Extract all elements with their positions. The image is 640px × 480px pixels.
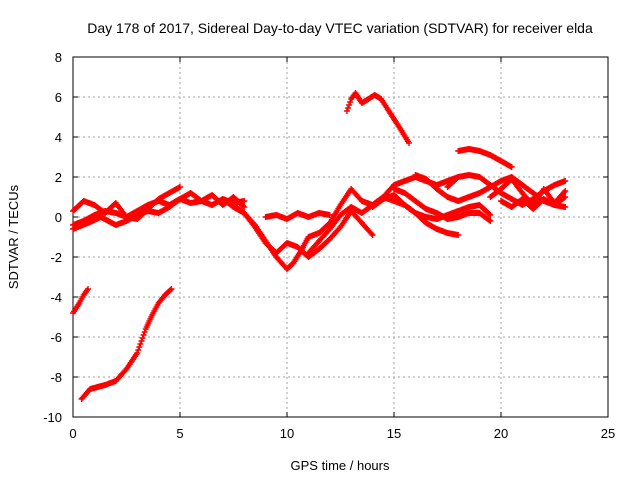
- y-tick-label: -2: [50, 250, 62, 265]
- data-point: [134, 350, 141, 356]
- y-tick-label: 4: [55, 130, 62, 145]
- plot-frame: [72, 56, 609, 418]
- series-arc-2: [78, 286, 175, 402]
- data-point: [486, 211, 493, 217]
- chart-title: Day 178 of 2017, Sidereal Day-to-day VTE…: [87, 20, 593, 36]
- data-point: [241, 198, 248, 204]
- x-axis-label: GPS time / hours: [291, 458, 390, 473]
- data-point: [136, 344, 143, 350]
- y-tick-label: -4: [50, 290, 62, 305]
- series-arc-14: [455, 146, 515, 170]
- data-point: [562, 188, 569, 194]
- series-arc-8: [262, 210, 333, 222]
- data-point: [344, 105, 351, 111]
- data-point: [487, 212, 494, 218]
- x-tick-label: 10: [280, 426, 294, 441]
- data-point: [137, 341, 144, 347]
- data-marks: [70, 90, 569, 402]
- data-point: [139, 335, 146, 341]
- data-point: [140, 332, 147, 338]
- y-tick-label: -6: [50, 330, 62, 345]
- series-arc-1: [70, 286, 91, 316]
- data-point: [240, 203, 247, 209]
- data-point: [369, 232, 376, 238]
- series-arc-16: [498, 194, 569, 212]
- axis-ticks: 0 5 10 15 20 25 -10 -8 -6 -4 -2 0 2 4 6 8: [43, 50, 615, 441]
- data-point: [562, 194, 569, 200]
- series-arc-11: [391, 186, 494, 224]
- y-tick-label: -10: [43, 410, 62, 425]
- grid: [73, 57, 608, 417]
- series-arc-9: [305, 194, 494, 256]
- y-tick-label: 0: [55, 210, 62, 225]
- data-point: [562, 204, 569, 210]
- x-tick-label: 0: [69, 426, 76, 441]
- series-arc-5: [70, 190, 248, 232]
- data-point: [508, 164, 515, 170]
- data-point: [562, 178, 569, 184]
- data-point: [168, 286, 175, 292]
- data-point: [141, 329, 148, 335]
- data-point: [84, 286, 91, 292]
- data-point: [343, 108, 350, 114]
- series-arc-17: [343, 90, 412, 146]
- data-point: [326, 212, 333, 218]
- x-tick-label: 25: [601, 426, 615, 441]
- data-point: [346, 102, 353, 108]
- data-point: [241, 204, 248, 210]
- x-tick-label: 20: [494, 426, 508, 441]
- x-tick-label: 15: [387, 426, 401, 441]
- y-tick-label: 2: [55, 170, 62, 185]
- data-point: [405, 140, 412, 146]
- data-point: [561, 189, 568, 196]
- data-point: [368, 230, 375, 237]
- data-point: [347, 99, 354, 105]
- data-point: [455, 232, 462, 238]
- y-axis-label: SDTVAR / TECUs: [6, 184, 21, 289]
- y-tick-label: -8: [50, 370, 62, 385]
- y-tick-label: 8: [55, 50, 62, 65]
- data-point: [561, 194, 568, 201]
- data-point: [138, 338, 145, 344]
- data-point: [487, 218, 494, 224]
- y-tick-label: 6: [55, 90, 62, 105]
- data-point: [177, 184, 183, 190]
- x-tick-label: 5: [176, 426, 183, 441]
- series-arc-10: [369, 192, 462, 238]
- series-arc-7: [219, 196, 376, 260]
- data-point: [135, 347, 142, 353]
- data-point: [167, 287, 174, 293]
- data-point: [486, 217, 493, 224]
